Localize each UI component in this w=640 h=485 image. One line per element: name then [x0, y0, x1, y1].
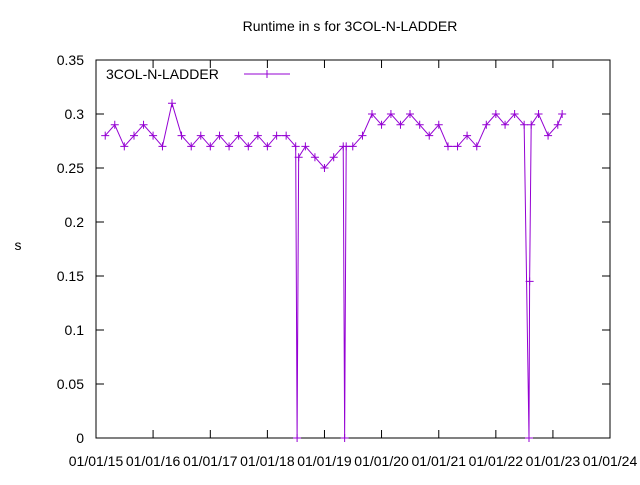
x-tick-label: 01/01/20: [354, 453, 409, 469]
point-marker: [158, 142, 167, 151]
point-marker: [527, 120, 536, 129]
point-marker: [558, 110, 567, 118]
point-marker: [294, 153, 303, 162]
y-axis-label: s: [15, 237, 22, 253]
x-tick-label: 01/01/17: [183, 453, 238, 469]
point-marker: [453, 142, 462, 151]
point-marker: [396, 120, 405, 129]
point-marker: [501, 120, 510, 129]
point-marker: [340, 434, 349, 442]
plot-border: [95, 59, 611, 439]
chart-title: Runtime in s for 3COL-N-LADDER: [243, 18, 458, 34]
point-marker: [129, 131, 138, 140]
y-tick-label: 0.05: [57, 376, 84, 392]
point-marker: [110, 120, 119, 129]
point-marker: [310, 153, 319, 162]
point-marker: [463, 131, 472, 140]
point-marker: [187, 142, 196, 151]
point-marker: [206, 142, 215, 151]
point-marker: [293, 434, 302, 442]
point-marker: [101, 131, 110, 140]
point-marker: [386, 110, 395, 118]
legend-marker: [263, 70, 271, 78]
point-marker: [244, 142, 253, 151]
point-marker: [320, 164, 329, 172]
x-tick-label: 01/01/21: [412, 453, 467, 469]
point-marker: [263, 142, 272, 151]
point-marker: [139, 120, 148, 129]
x-tick-label: 01/01/16: [126, 453, 181, 469]
point-marker: [553, 120, 562, 129]
point-marker: [510, 110, 519, 118]
point-marker: [253, 131, 262, 140]
point-marker: [482, 120, 491, 129]
y-tick-label: 0.1: [65, 322, 85, 338]
point-marker: [443, 142, 452, 151]
point-marker: [534, 110, 543, 118]
x-tick-label: 01/01/18: [240, 453, 295, 469]
series-line: [104, 103, 563, 439]
point-marker: [196, 131, 205, 140]
y-tick-label: 0.25: [57, 160, 84, 176]
x-tick-label: 01/01/15: [69, 453, 124, 469]
point-marker: [272, 131, 281, 140]
y-tick-label: 0.2: [65, 214, 85, 230]
point-marker: [472, 142, 481, 151]
x-tick-label: 01/01/24: [583, 453, 638, 469]
point-marker: [525, 277, 534, 286]
point-marker: [524, 434, 533, 442]
point-marker: [225, 142, 234, 151]
y-tick-label: 0.35: [57, 52, 84, 68]
point-marker: [434, 120, 443, 129]
point-marker: [415, 120, 424, 129]
point-marker: [491, 110, 500, 118]
point-marker: [405, 110, 414, 118]
point-marker: [282, 131, 291, 140]
legend-label: 3COL-N-LADDER: [106, 66, 219, 82]
point-marker: [329, 153, 338, 162]
x-tick-label: 01/01/22: [469, 453, 524, 469]
x-tick-label: 01/01/23: [526, 453, 581, 469]
point-marker: [149, 131, 158, 140]
point-marker: [177, 131, 186, 140]
point-marker: [358, 131, 367, 140]
point-marker: [544, 131, 553, 140]
point-marker: [367, 110, 376, 118]
point-marker: [425, 131, 434, 140]
y-tick-label: 0.3: [65, 106, 85, 122]
x-tick-label: 01/01/19: [297, 453, 352, 469]
point-marker: [120, 142, 129, 151]
point-marker: [215, 131, 224, 140]
point-marker: [377, 120, 386, 129]
point-marker: [167, 99, 176, 108]
y-tick-label: 0.15: [57, 268, 84, 284]
y-tick-label: 0: [76, 430, 84, 446]
point-marker: [348, 142, 357, 151]
point-marker: [301, 142, 310, 151]
point-marker: [234, 131, 243, 140]
point-marker: [520, 120, 529, 129]
point-marker: [291, 142, 300, 151]
